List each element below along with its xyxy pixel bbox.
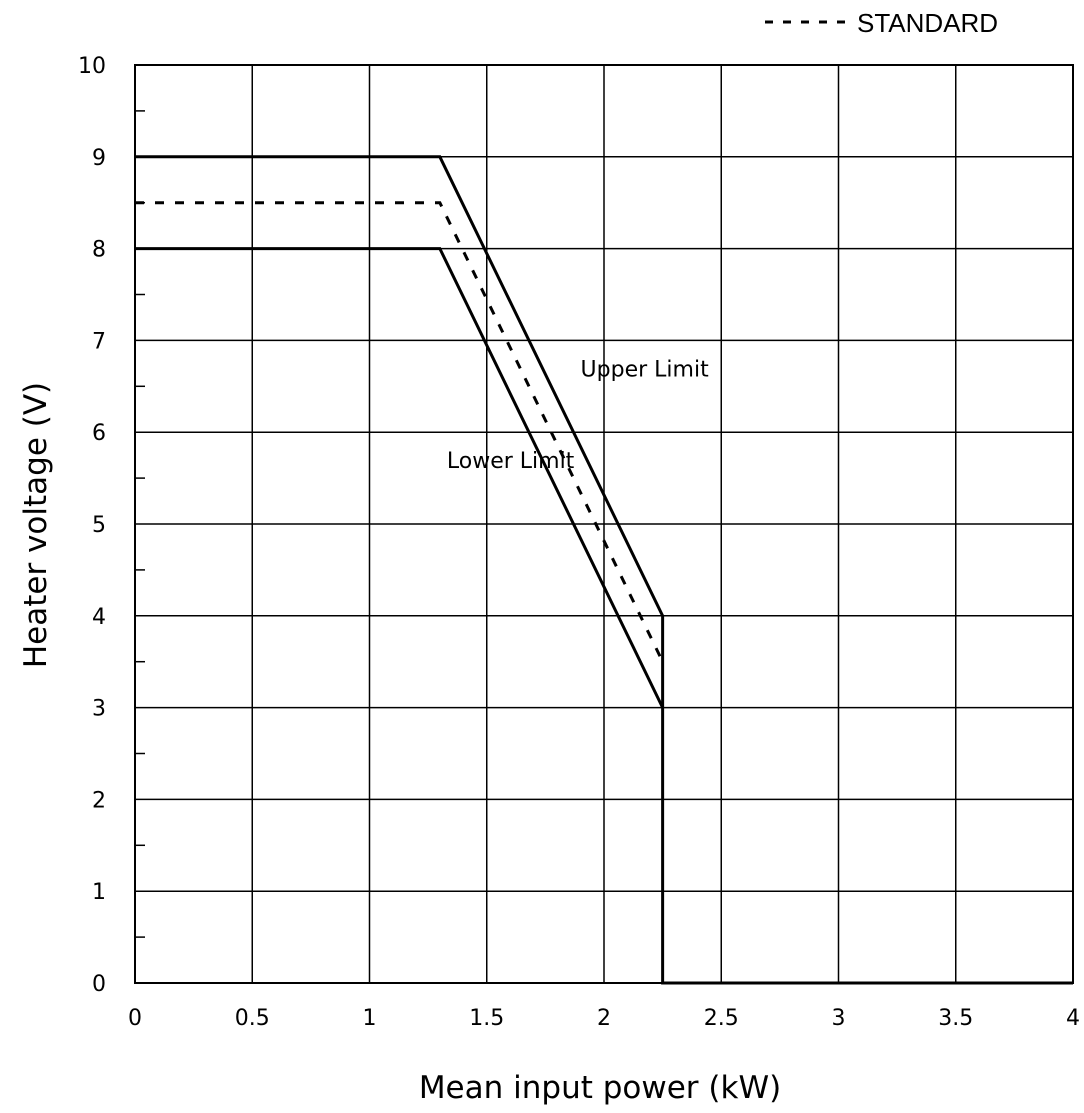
x-tick-labels: 0 0.5 1 1.5 2 2.5 3 3.5 4 (128, 1006, 1080, 1031)
y-tick-label: 1 (92, 880, 106, 905)
x-tick-label: 2.5 (704, 1006, 739, 1031)
y-tick-label: 7 (92, 329, 106, 354)
y-tick-label: 2 (92, 788, 106, 813)
x-tick-label: 0.5 (235, 1006, 270, 1031)
x-tick-label: 4 (1066, 1006, 1080, 1031)
series-line-standard (135, 201, 664, 663)
annotation-upper-limit: Upper Limit (581, 357, 710, 382)
y-tick-label: 8 (92, 238, 106, 263)
legend: STANDARD (765, 8, 998, 38)
annotations: Upper Limit Lower Limit (447, 357, 709, 474)
x-axis-title: Mean input power (kW) (419, 1070, 781, 1106)
x-tick-label: 2 (597, 1006, 611, 1031)
annotation-lower-limit: Lower Limit (447, 449, 575, 474)
y-tick-label: 10 (78, 54, 106, 79)
legend-standard-label: STANDARD (857, 8, 998, 38)
y-tick-labels: 0 1 2 3 4 5 6 7 8 9 10 (78, 54, 106, 997)
grid (134, 64, 1074, 984)
x-tick-label: 0 (128, 1006, 142, 1031)
y-tick-label: 4 (92, 605, 106, 630)
y-tick-label: 9 (92, 146, 106, 171)
y-tick-label: 3 (92, 697, 106, 722)
x-tick-label: 3 (832, 1006, 846, 1031)
y-axis-title: Heater voltage (V) (18, 382, 54, 668)
y-tick-label: 0 (92, 972, 106, 997)
y-tick-label: 6 (92, 421, 106, 446)
plot-frame (134, 64, 1074, 984)
x-tick-label: 1.5 (469, 1006, 504, 1031)
y-tick-label: 5 (92, 513, 106, 538)
series-line-lower-limit (135, 247, 664, 709)
x-tick-label: 3.5 (938, 1006, 973, 1031)
x-tick-label: 1 (363, 1006, 377, 1031)
